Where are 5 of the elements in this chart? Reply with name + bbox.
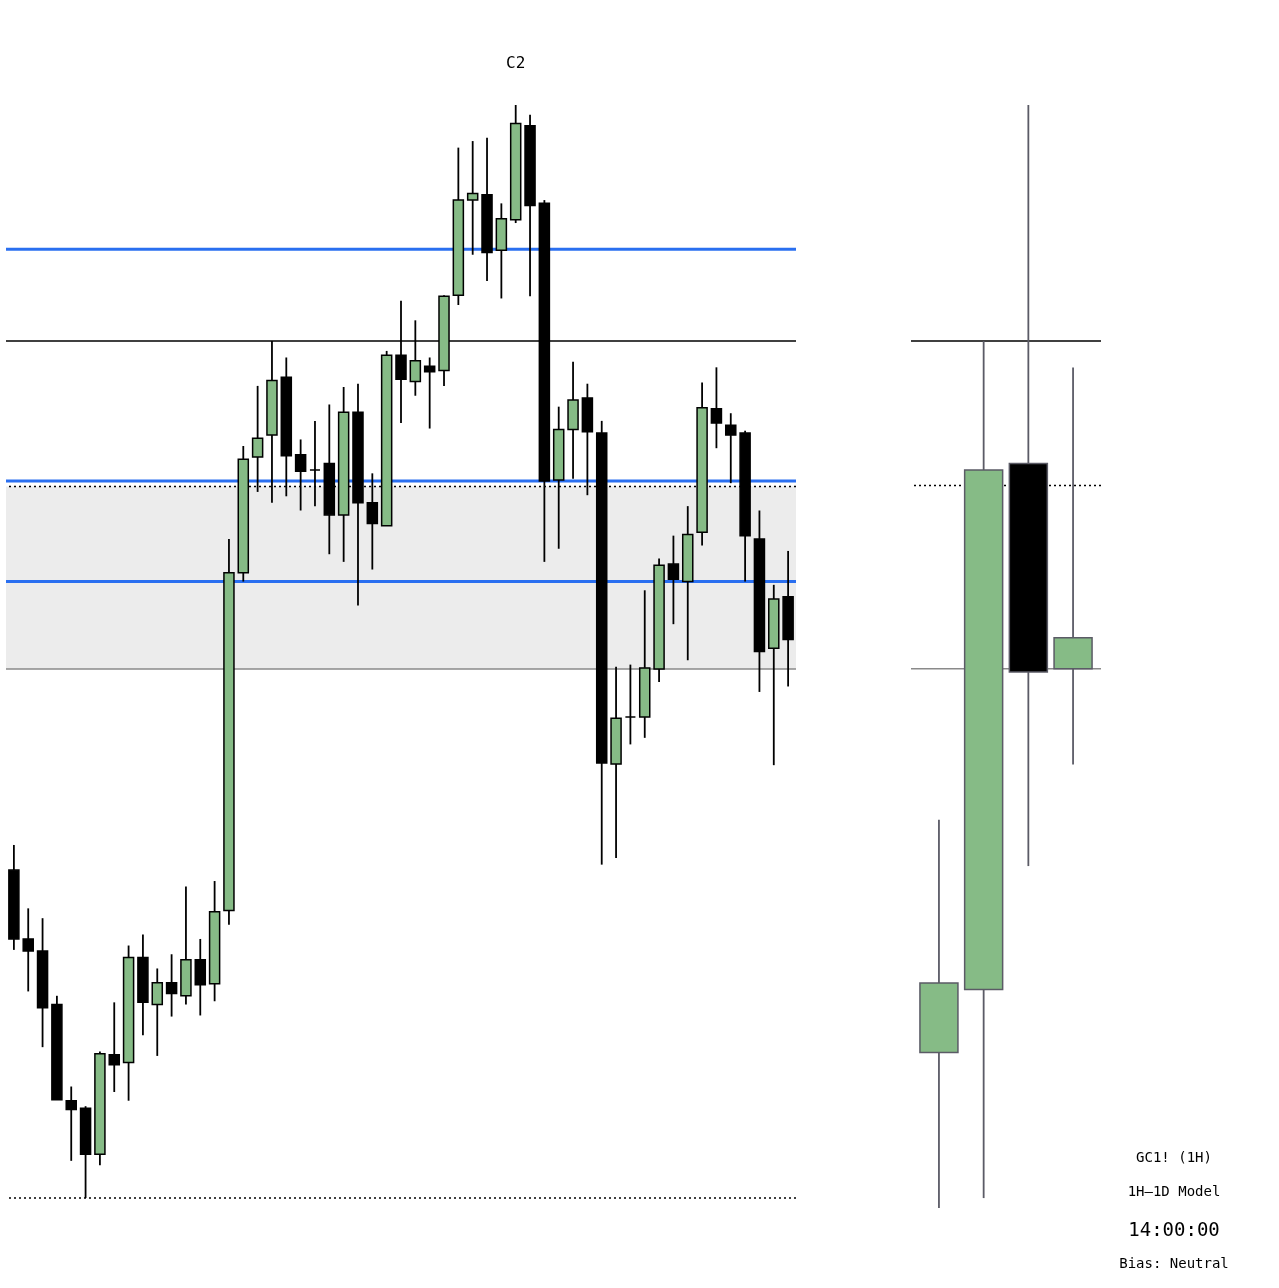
text: 1H–1D Model [1127, 1183, 1221, 1199]
annotation: C2 [506, 53, 526, 72]
text: 14:00:00 [1128, 1218, 1220, 1240]
text: GC1! (1H) [1136, 1149, 1212, 1165]
text: Bias: Neutral [1119, 1255, 1229, 1271]
